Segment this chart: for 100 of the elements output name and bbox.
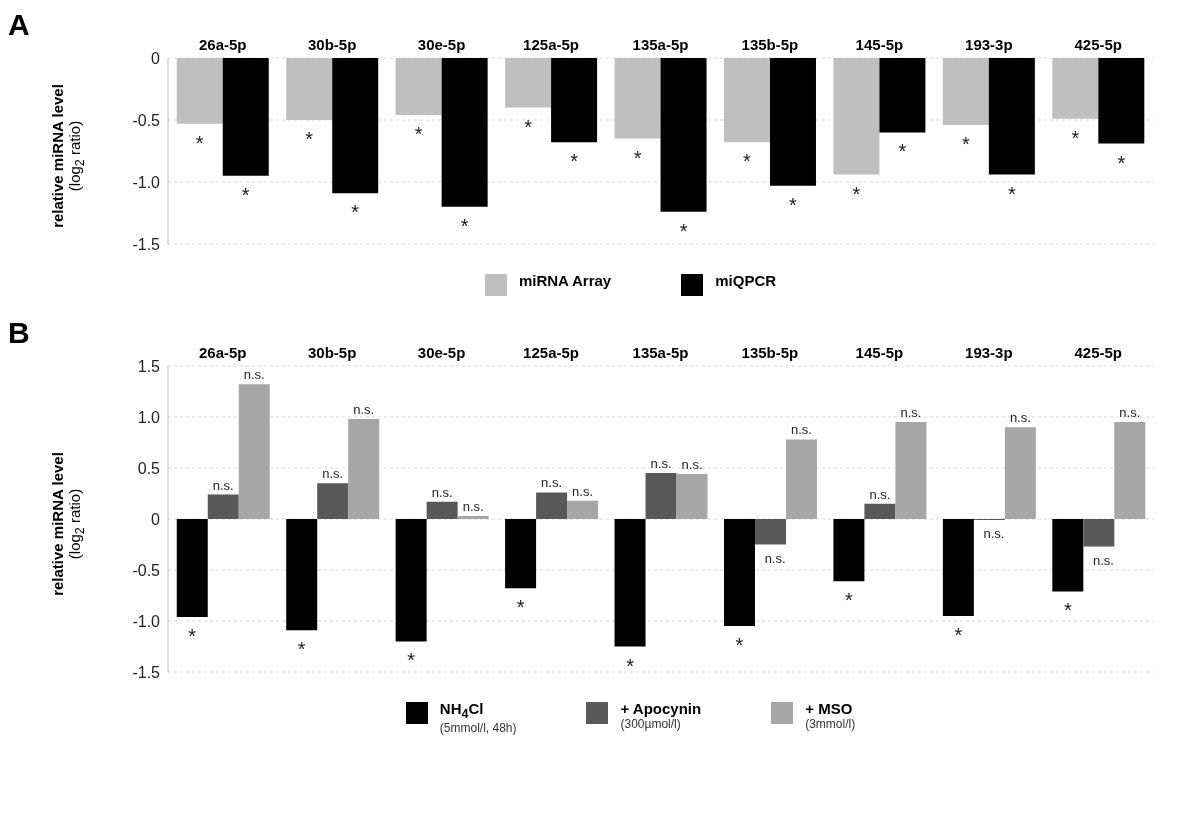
bar <box>1004 427 1036 519</box>
x-tick-label: 425-5p <box>1074 344 1123 361</box>
data-label: * <box>626 654 635 677</box>
data-label: * <box>789 193 798 216</box>
data-label: * <box>898 140 907 163</box>
x-tick-label: 135a-5p <box>632 344 689 361</box>
legend-label: miQPCR <box>715 272 777 289</box>
data-label: * <box>460 214 469 237</box>
bar <box>1083 519 1115 547</box>
data-label: * <box>1117 151 1126 174</box>
bar <box>176 519 208 617</box>
data-label: n.s. <box>983 526 1005 542</box>
bar <box>864 503 896 519</box>
y-tick-label: 1.5 <box>137 357 161 375</box>
x-tick-label: 30e-5p <box>417 344 466 361</box>
data-label: * <box>961 132 970 155</box>
data-label: * <box>1071 126 1080 149</box>
bar <box>942 519 974 616</box>
bar <box>536 492 568 519</box>
data-label: n.s. <box>650 456 672 472</box>
data-label: * <box>735 634 744 657</box>
data-label: n.s. <box>869 486 891 502</box>
data-label: n.s. <box>462 498 484 514</box>
y-tick-label: -0.5 <box>132 561 161 579</box>
x-tick-label: 193-3p <box>965 344 1013 361</box>
data-label: * <box>524 115 533 138</box>
y-tick-label: 1.0 <box>137 408 161 426</box>
x-tick-label: 193-3p <box>965 36 1013 53</box>
bar <box>426 501 458 519</box>
data-label: n.s. <box>322 466 344 482</box>
data-label: * <box>845 589 854 612</box>
data-label: n.s. <box>681 457 703 473</box>
y-tick-label: -1.0 <box>132 612 161 630</box>
bar <box>1052 519 1084 592</box>
data-label: n.s. <box>1009 410 1031 426</box>
x-tick-label: 125a-5p <box>523 344 579 361</box>
x-tick-label: 135b-5p <box>741 344 799 361</box>
y-tick-label: 0.5 <box>137 459 161 477</box>
x-tick-label: 135a-5p <box>632 36 689 53</box>
y-tick-label: -0.5 <box>132 111 161 129</box>
y-tick-label: 0 <box>151 510 161 528</box>
data-label: n.s. <box>353 402 375 418</box>
data-label: n.s. <box>212 477 234 493</box>
bar <box>457 515 489 519</box>
data-label: n.s. <box>243 367 265 383</box>
bar <box>567 500 599 519</box>
bar <box>505 519 537 589</box>
data-label: * <box>743 150 752 173</box>
data-label: * <box>241 183 250 206</box>
bar <box>895 422 927 519</box>
x-tick-label: 30e-5p <box>417 36 466 53</box>
data-label: * <box>297 638 306 661</box>
x-tick-label: 26a-5p <box>198 344 247 361</box>
bar <box>1114 422 1146 519</box>
x-tick-label: 145-5p <box>855 344 904 361</box>
data-label: * <box>633 146 642 169</box>
chart-title: B <box>8 316 30 349</box>
data-label: n.s. <box>541 475 563 491</box>
x-tick-label: 135b-5p <box>741 36 799 53</box>
data-label: * <box>188 624 197 647</box>
y-tick-label: -1.5 <box>132 663 161 681</box>
bar <box>645 473 677 519</box>
data-label: n.s. <box>1092 552 1114 568</box>
x-tick-label: 425-5p <box>1074 36 1123 53</box>
x-tick-label: 125a-5p <box>523 36 579 53</box>
data-label: * <box>414 123 423 146</box>
data-label: * <box>1007 182 1016 205</box>
bar <box>723 519 755 627</box>
bar <box>395 519 427 642</box>
data-label: * <box>852 182 861 205</box>
legend-label: miRNA Array <box>518 272 612 289</box>
data-label: * <box>516 596 525 619</box>
data-label: * <box>570 150 579 173</box>
y-tick-label: -1.5 <box>132 235 161 253</box>
bar <box>614 519 646 647</box>
x-tick-label: 145-5p <box>855 36 904 53</box>
data-label: * <box>679 219 688 242</box>
bar <box>785 439 817 519</box>
bar <box>317 483 349 519</box>
y-tick-label: -1.0 <box>132 173 161 191</box>
data-label: * <box>954 623 963 646</box>
data-label: n.s. <box>1119 405 1141 421</box>
legend-label: NH$_{4}$Cl (5mmol/l, 48h) <box>439 700 517 735</box>
data-label: n.s. <box>790 422 812 438</box>
x-tick-label: 26a-5p <box>198 36 247 53</box>
x-tick-label: 30b-5p <box>307 344 357 361</box>
data-label: * <box>305 128 314 150</box>
data-label: n.s. <box>900 405 922 421</box>
y-tick-label: 0 <box>151 49 161 67</box>
bar <box>286 519 318 631</box>
data-label: * <box>195 131 204 154</box>
data-label: * <box>1063 599 1072 622</box>
bar <box>348 419 380 519</box>
legend-label: + Apocynin (300µmol/l) <box>620 700 702 731</box>
data-label: * <box>407 649 416 672</box>
data-label: * <box>351 201 360 224</box>
bar <box>676 474 708 519</box>
bar <box>207 494 239 519</box>
data-label: n.s. <box>764 550 786 566</box>
legend-label: + MSO (3mmol/l) <box>805 700 856 731</box>
